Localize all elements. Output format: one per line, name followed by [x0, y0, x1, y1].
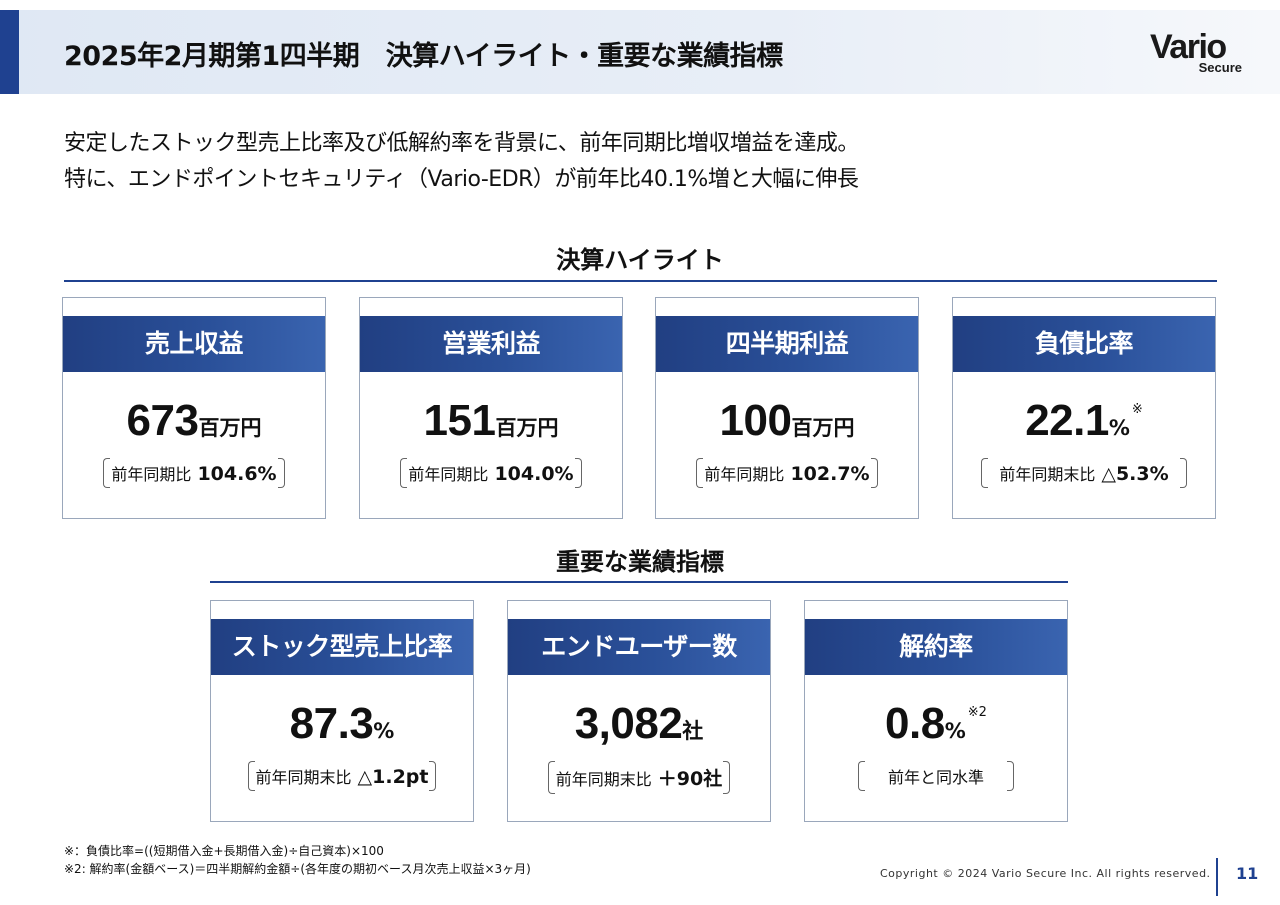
comparison-bracket: 前年同期比 102.7%: [696, 458, 878, 488]
kpi-card-stock-ratio: ストック型売上比率 87.3% 前年同期末比 △1.2pt: [210, 600, 474, 822]
comparison-value: 104.6%: [197, 463, 277, 485]
card-title: 負債比率: [953, 316, 1215, 372]
slide-header: 2025年2月期第1四半期 決算ハイライト・重要な業績指標 Vario Secu…: [0, 10, 1280, 94]
header-accent-bar: [0, 10, 19, 94]
value-unit: %: [373, 719, 395, 743]
comparison-bracket: 前年と同水準: [857, 761, 1015, 791]
highlight-card-quarterly-profit: 四半期利益 100百万円 前年同期比 102.7%: [655, 297, 919, 519]
value-number: 100: [719, 396, 792, 445]
value-unit: 百万円: [495, 416, 559, 440]
card-value: 87.3%: [211, 699, 473, 749]
card-value: 151百万円: [360, 396, 622, 446]
page-number: 11: [1236, 864, 1259, 883]
highlight-card-operating-profit: 営業利益 151百万円 前年同期比 104.0%: [359, 297, 623, 519]
card-comparison: 前年同期末比 △5.3%: [953, 458, 1215, 488]
comparison-value: △5.3%: [1101, 463, 1169, 485]
card-value: 0.8%※2: [805, 699, 1067, 749]
summary-text: 安定したストック型売上比率及び低解約率を背景に、前年同期比増収増益を達成。 特に…: [64, 126, 859, 198]
footnote-debt-ratio: ※：負債比率=((短期借入金+長期借入金)÷自己資本)×100: [64, 844, 384, 858]
value-number: 673: [126, 396, 199, 445]
value-number: 151: [423, 396, 496, 445]
value-number: 22.1: [1025, 396, 1109, 445]
card-comparison: 前年同期比 104.6%: [63, 458, 325, 488]
highlight-card-revenue: 売上収益 673百万円 前年同期比 104.6%: [62, 297, 326, 519]
comparison-bracket: 前年同期比 104.0%: [400, 458, 582, 488]
value-number: 3,082: [574, 699, 683, 748]
comparison-bracket: 前年同期末比 ＋90社: [547, 761, 731, 794]
summary-line-2: 特に、エンドポイントセキュリティ（Vario-EDR）が前年比40.1%増と大幅…: [64, 167, 859, 192]
comparison-label: 前年と同水準: [887, 768, 984, 787]
value-footnote-mark: ※2: [967, 705, 987, 720]
summary-line-1: 安定したストック型売上比率及び低解約率を背景に、前年同期比増収増益を達成。: [64, 131, 859, 156]
card-title: エンドユーザー数: [508, 619, 770, 675]
footnote-churn-rate: ※2: 解約率(金額ベース)＝四半期解約金額÷(各年度の期初ベース月次売上収益×…: [64, 862, 531, 876]
comparison-value: △1.2pt: [357, 766, 429, 788]
slide-title: 2025年2月期第1四半期 決算ハイライト・重要な業績指標: [64, 41, 783, 72]
highlights-rule: [64, 280, 1217, 282]
comparison-value: ＋90社: [657, 768, 723, 790]
comparison-bracket: 前年同期比 104.6%: [103, 458, 285, 488]
card-comparison: 前年同期比 102.7%: [656, 458, 918, 488]
card-value: 22.1%※: [953, 396, 1215, 446]
comparison-label: 前年同期末比: [255, 768, 352, 787]
card-value: 673百万円: [63, 396, 325, 446]
card-comparison: 前年同期比 104.0%: [360, 458, 622, 488]
card-value: 3,082社: [508, 699, 770, 749]
kpi-rule: [210, 581, 1068, 583]
kpi-card-end-users: エンドユーザー数 3,082社 前年同期末比 ＋90社: [507, 600, 771, 822]
vario-secure-logo: Vario Secure: [1150, 30, 1246, 80]
value-unit: 百万円: [198, 416, 262, 440]
logo-wordmark: Vario: [1150, 28, 1227, 66]
comparison-label: 前年同期比: [111, 465, 192, 484]
card-comparison: 前年と同水準: [805, 761, 1067, 791]
card-title: ストック型売上比率: [211, 619, 473, 675]
comparison-label: 前年同期比: [704, 465, 785, 484]
comparison-label: 前年同期末比: [999, 465, 1096, 484]
value-unit: %: [1108, 416, 1130, 440]
card-value: 100百万円: [656, 396, 918, 446]
card-title: 解約率: [805, 619, 1067, 675]
logo-subword: Secure: [1198, 60, 1242, 75]
value-footnote-mark: ※: [1131, 402, 1143, 417]
value-unit: 百万円: [791, 416, 855, 440]
comparison-bracket: 前年同期末比 △5.3%: [981, 458, 1187, 488]
card-comparison: 前年同期末比 ＋90社: [508, 761, 770, 794]
comparison-value: 102.7%: [790, 463, 870, 485]
kpi-card-churn-rate: 解約率 0.8%※2 前年と同水準: [804, 600, 1068, 822]
page-number-divider: [1216, 858, 1218, 896]
comparison-label: 前年同期末比: [555, 770, 652, 789]
value-number: 87.3: [289, 699, 374, 748]
card-title: 売上収益: [63, 316, 325, 372]
comparison-bracket: 前年同期末比 △1.2pt: [247, 761, 437, 791]
copyright: Copyright © 2024 Vario Secure Inc. All r…: [880, 867, 1211, 880]
highlights-heading: 決算ハイライト: [556, 246, 724, 274]
value-number: 0.8: [885, 699, 945, 748]
comparison-value: 104.0%: [494, 463, 574, 485]
kpi-heading: 重要な業績指標: [556, 548, 724, 576]
footnotes: ※：負債比率=((短期借入金+長期借入金)÷自己資本)×100 ※2: 解約率(…: [64, 842, 531, 878]
card-title: 営業利益: [360, 316, 622, 372]
comparison-label: 前年同期比: [408, 465, 489, 484]
card-comparison: 前年同期末比 △1.2pt: [211, 761, 473, 791]
highlight-card-debt-ratio: 負債比率 22.1%※ 前年同期末比 △5.3%: [952, 297, 1216, 519]
value-unit: %: [944, 719, 966, 743]
card-title: 四半期利益: [656, 316, 918, 372]
value-unit: 社: [682, 719, 704, 743]
